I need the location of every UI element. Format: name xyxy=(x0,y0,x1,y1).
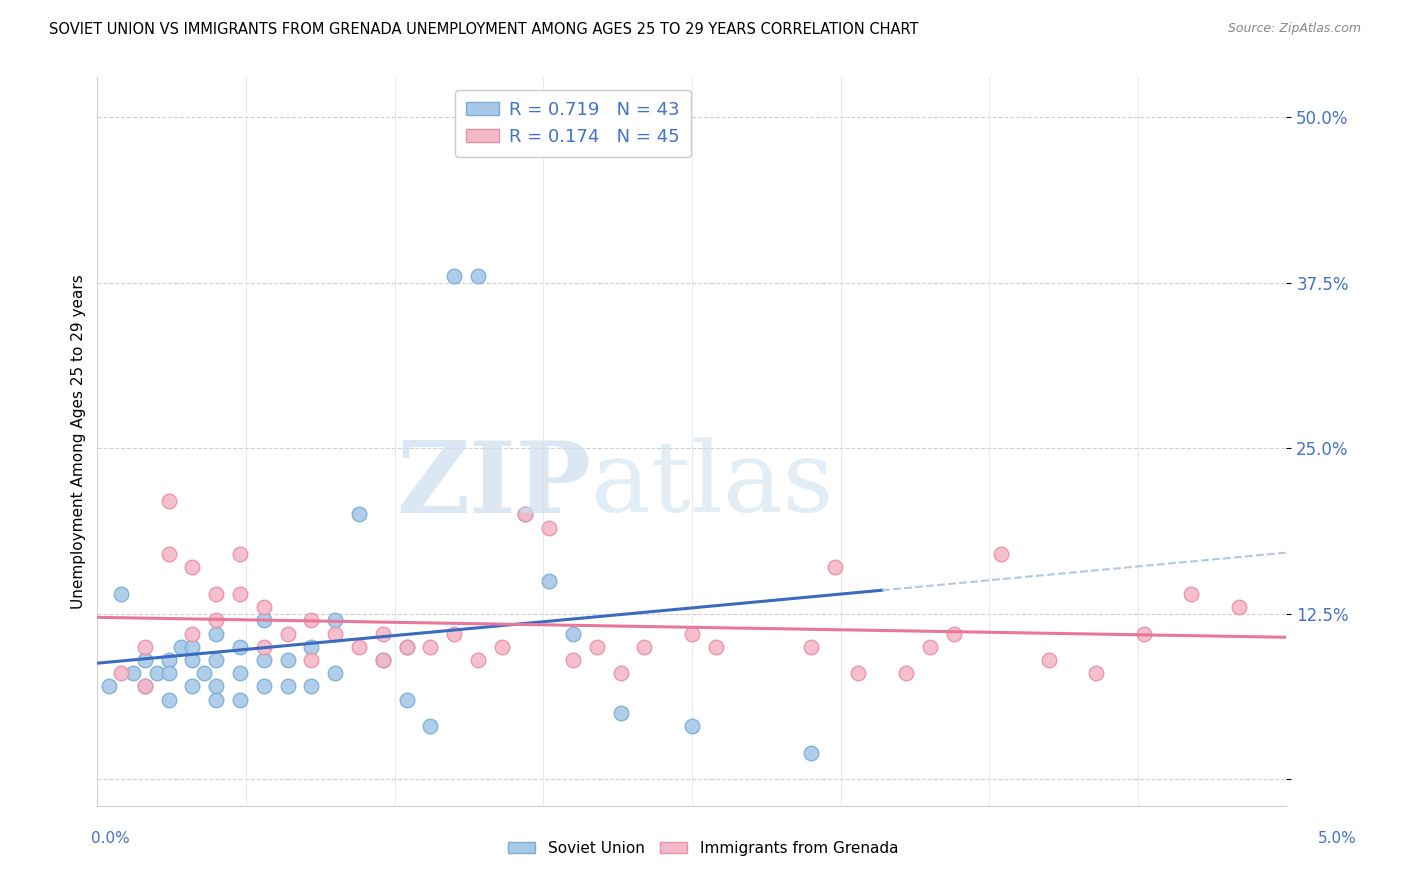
Point xyxy=(800,640,823,654)
Point xyxy=(562,653,585,667)
Point xyxy=(169,640,191,654)
Point xyxy=(609,666,631,681)
Text: ZIP: ZIP xyxy=(396,437,591,533)
Point xyxy=(1227,600,1250,615)
Point xyxy=(371,653,394,667)
Point xyxy=(681,719,703,733)
Point xyxy=(942,626,965,640)
Point xyxy=(181,640,204,654)
Point xyxy=(205,692,228,706)
Point xyxy=(205,626,228,640)
Text: atlas: atlas xyxy=(591,437,834,533)
Point xyxy=(229,640,252,654)
Point xyxy=(824,560,846,574)
Point xyxy=(134,680,156,694)
Point xyxy=(253,600,276,615)
Point xyxy=(253,680,276,694)
Point xyxy=(704,640,727,654)
Point xyxy=(1132,626,1154,640)
Point xyxy=(323,626,346,640)
Point xyxy=(134,680,156,694)
Point xyxy=(395,640,418,654)
Point xyxy=(443,268,465,283)
Point xyxy=(205,653,228,667)
Point xyxy=(299,653,322,667)
Point xyxy=(1180,587,1202,601)
Point xyxy=(110,666,132,681)
Point xyxy=(347,508,370,522)
Point xyxy=(491,640,513,654)
Point xyxy=(371,653,394,667)
Point xyxy=(371,626,394,640)
Point xyxy=(538,574,561,588)
Point xyxy=(229,692,252,706)
Point xyxy=(134,640,156,654)
Point xyxy=(181,626,204,640)
Point xyxy=(157,653,180,667)
Point xyxy=(181,653,204,667)
Point xyxy=(277,626,299,640)
Point xyxy=(157,666,180,681)
Point xyxy=(323,666,346,681)
Point xyxy=(585,640,607,654)
Point xyxy=(419,719,441,733)
Point xyxy=(146,666,169,681)
Text: SOVIET UNION VS IMMIGRANTS FROM GRENADA UNEMPLOYMENT AMONG AGES 25 TO 29 YEARS C: SOVIET UNION VS IMMIGRANTS FROM GRENADA … xyxy=(49,22,918,37)
Point xyxy=(229,666,252,681)
Point xyxy=(515,508,537,522)
Point xyxy=(253,653,276,667)
Point xyxy=(467,653,489,667)
Point xyxy=(157,494,180,508)
Point xyxy=(229,587,252,601)
Point xyxy=(134,653,156,667)
Legend: R = 0.719   N = 43, R = 0.174   N = 45: R = 0.719 N = 43, R = 0.174 N = 45 xyxy=(456,90,690,157)
Point xyxy=(633,640,655,654)
Point xyxy=(205,613,228,627)
Point xyxy=(395,640,418,654)
Point xyxy=(181,560,204,574)
Point xyxy=(681,626,703,640)
Point xyxy=(205,587,228,601)
Point xyxy=(205,680,228,694)
Point xyxy=(562,626,585,640)
Point xyxy=(253,613,276,627)
Point xyxy=(299,640,322,654)
Legend: Soviet Union, Immigrants from Grenada: Soviet Union, Immigrants from Grenada xyxy=(502,835,904,862)
Point xyxy=(229,547,252,561)
Point xyxy=(1085,666,1108,681)
Point xyxy=(277,680,299,694)
Text: 0.0%: 0.0% xyxy=(91,831,131,846)
Point xyxy=(193,666,215,681)
Point xyxy=(347,640,370,654)
Point xyxy=(800,746,823,760)
Point xyxy=(181,680,204,694)
Point xyxy=(848,666,870,681)
Point xyxy=(110,587,132,601)
Point xyxy=(467,268,489,283)
Point xyxy=(918,640,941,654)
Point xyxy=(323,613,346,627)
Point xyxy=(395,692,418,706)
Text: 5.0%: 5.0% xyxy=(1317,831,1357,846)
Point xyxy=(299,680,322,694)
Point xyxy=(419,640,441,654)
Point xyxy=(277,653,299,667)
Text: Source: ZipAtlas.com: Source: ZipAtlas.com xyxy=(1227,22,1361,36)
Point xyxy=(98,680,121,694)
Point xyxy=(157,692,180,706)
Point xyxy=(990,547,1012,561)
Point xyxy=(515,508,537,522)
Point xyxy=(122,666,145,681)
Point xyxy=(1038,653,1060,667)
Point xyxy=(443,626,465,640)
Point xyxy=(253,640,276,654)
Point xyxy=(538,520,561,534)
Y-axis label: Unemployment Among Ages 25 to 29 years: Unemployment Among Ages 25 to 29 years xyxy=(72,274,86,609)
Point xyxy=(894,666,917,681)
Point xyxy=(157,547,180,561)
Point xyxy=(299,613,322,627)
Point xyxy=(609,706,631,720)
